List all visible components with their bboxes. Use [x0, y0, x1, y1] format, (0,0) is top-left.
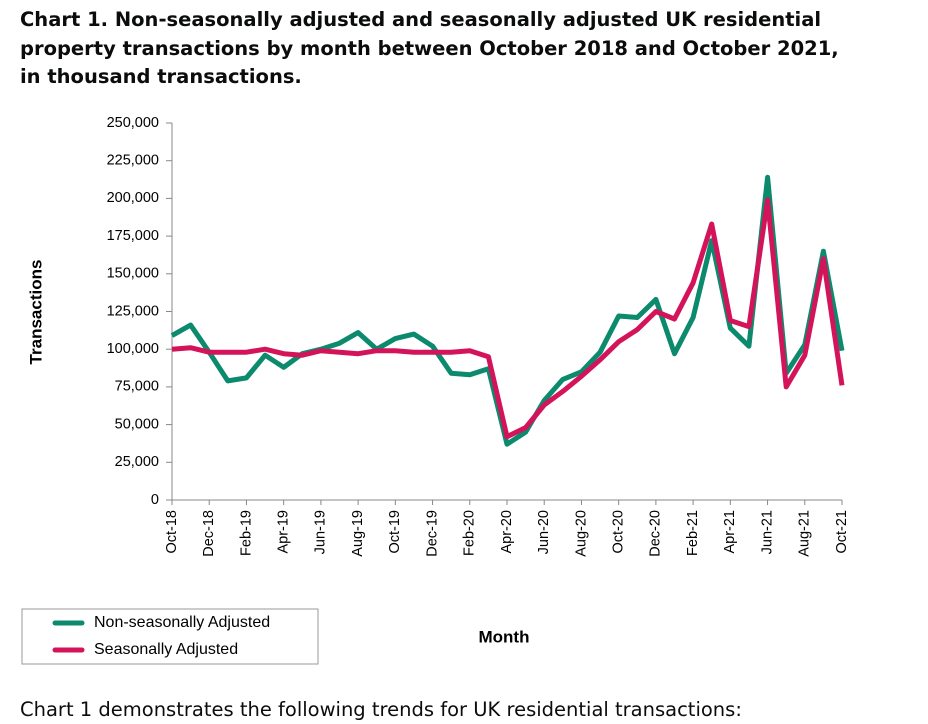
y-tick-label: 250,000: [107, 115, 159, 131]
y-tick-label: 75,000: [115, 379, 159, 395]
x-tick-label: Apr-20: [499, 510, 515, 554]
y-tick-label: 200,000: [107, 190, 159, 206]
y-tick-label: 0: [151, 492, 159, 508]
chart-title: Chart 1. Non-seasonally adjusted and sea…: [20, 8, 839, 88]
y-tick-label: 125,000: [107, 303, 159, 319]
x-tick-label: Feb-20: [462, 510, 478, 556]
y-tick-label: 25,000: [115, 454, 159, 470]
chart: Transactions Month 0 25,000 50,000 75,000 10…: [21, 115, 850, 665]
x-tick-label: Oct-20: [610, 510, 626, 554]
legend-label: Seasonally Adjusted: [94, 641, 238, 658]
x-tick-label: Oct-19: [387, 510, 403, 554]
y-tick-label: 100,000: [107, 341, 159, 357]
x-tick-label: Jun-19: [313, 510, 329, 554]
x-axis-label: Month: [479, 627, 530, 646]
legend-label: Non-seasonally Adjusted: [94, 614, 270, 631]
y-tick-label: 150,000: [107, 266, 159, 282]
y-axis-label: Transactions: [26, 260, 45, 365]
x-tick-label: Feb-19: [238, 510, 254, 556]
x-tick-label: Aug-21: [797, 510, 813, 557]
x-tick-label: Oct-21: [834, 510, 850, 554]
x-tick-label: Jun-20: [536, 510, 552, 554]
x-tick-label: Jun-21: [759, 510, 775, 554]
x-tick-label: Oct-18: [164, 510, 180, 554]
x-tick-label: Apr-21: [722, 510, 738, 554]
x-tick-label: Dec-20: [648, 510, 664, 557]
x-tick-label: Dec-18: [201, 510, 217, 557]
x-tick-label: Dec-19: [424, 510, 440, 557]
x-tick-label: Feb-21: [685, 510, 701, 556]
y-tick-label: 50,000: [115, 416, 159, 432]
x-tick-label: Apr-19: [275, 510, 291, 554]
paragraph: Chart 1 demonstrates the following trend…: [20, 698, 742, 721]
y-tick-label: 225,000: [107, 153, 159, 169]
x-tick-label: Aug-20: [573, 510, 589, 557]
legend-box: [21, 608, 319, 665]
y-tick-label: 175,000: [107, 228, 159, 244]
series-line: [171, 197, 845, 440]
series-line: [170, 174, 845, 447]
x-tick-label: Aug-19: [350, 510, 366, 557]
